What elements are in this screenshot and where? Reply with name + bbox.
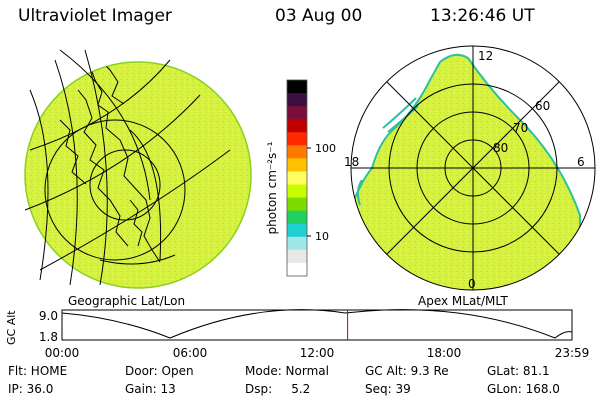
mlt-label-18: 18 <box>344 155 359 169</box>
mlt-label-12: 12 <box>478 49 493 63</box>
colorbar-band <box>287 93 307 107</box>
info-gain: Gain: 13 <box>125 382 176 396</box>
timeline-y-tick-top: 9.0 <box>39 309 58 323</box>
colorbar-unit-label: photon cm⁻²s⁻¹ <box>265 141 279 234</box>
colorbar-band <box>287 210 307 225</box>
colorbar-band <box>287 158 307 172</box>
info-seq: Seq: 39 <box>365 382 411 396</box>
colorbar-band <box>287 132 307 146</box>
colorbar-band <box>287 106 307 120</box>
timeline-x-tick: 00:00 <box>45 346 80 360</box>
mlt-label-6: 6 <box>577 155 585 169</box>
timeline-x-tick: 12:00 <box>300 346 335 360</box>
info-ip: IP: 36.0 <box>8 382 54 396</box>
colorbar-band <box>287 197 307 212</box>
colorbar-band <box>287 223 307 238</box>
colorbar-band <box>287 249 307 264</box>
lat-label-80: 80 <box>493 141 508 155</box>
info-glon: GLon: 168.0 <box>487 382 560 396</box>
polar-caption: Apex MLat/MLT <box>418 294 508 308</box>
polar-image: 12 18 6 0 60 70 80 <box>344 45 596 291</box>
geographic-caption: Geographic Lat/Lon <box>68 294 185 308</box>
lat-label-60: 60 <box>535 99 550 113</box>
colorbar: 100 10 photon cm⁻²s⁻¹ <box>265 79 336 277</box>
colorbar-band <box>287 184 307 199</box>
info-mode: Mode: Normal <box>245 364 329 378</box>
colorbar-band <box>287 119 307 133</box>
colorbar-tick-10: 10 <box>315 230 329 243</box>
geographic-image <box>24 49 252 289</box>
colorbar-band <box>287 145 307 159</box>
timeline-y-label: GC Alt <box>5 310 18 345</box>
altitude-timeline: GC Alt 9.0 1.8 00:00 06:00 12:00 18:00 2… <box>5 309 589 360</box>
colorbar-band <box>287 236 307 251</box>
info-flight: Flt: HOME <box>8 364 68 378</box>
instrument-title: Ultraviolet Imager <box>18 6 172 26</box>
info-gc-alt: GC Alt: 9.3 Re <box>365 364 449 378</box>
info-dsp: Dsp: 5.2 <box>245 382 311 396</box>
date-label: 03 Aug 00 <box>275 6 363 26</box>
colorbar-band <box>287 80 307 94</box>
timeline-x-tick: 18:00 <box>427 346 462 360</box>
timeline-x-tick: 23:59 <box>555 346 590 360</box>
colorbar-tick-100: 100 <box>315 142 336 155</box>
lat-label-70: 70 <box>513 121 528 135</box>
info-door: Door: Open <box>125 364 194 378</box>
mlt-label-0: 0 <box>468 277 476 291</box>
colorbar-band <box>287 171 307 186</box>
time-label: 13:26:46 UT <box>430 6 535 26</box>
info-glat: GLat: 81.1 <box>487 364 550 378</box>
colorbar-band <box>287 262 307 277</box>
timeline-x-tick: 06:00 <box>173 346 208 360</box>
timeline-y-tick-bottom: 1.8 <box>39 330 58 344</box>
